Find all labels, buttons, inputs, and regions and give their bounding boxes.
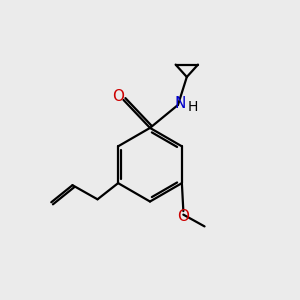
- Text: N: N: [175, 96, 186, 111]
- Text: O: O: [112, 89, 124, 104]
- Text: O: O: [177, 209, 189, 224]
- Text: H: H: [188, 100, 199, 114]
